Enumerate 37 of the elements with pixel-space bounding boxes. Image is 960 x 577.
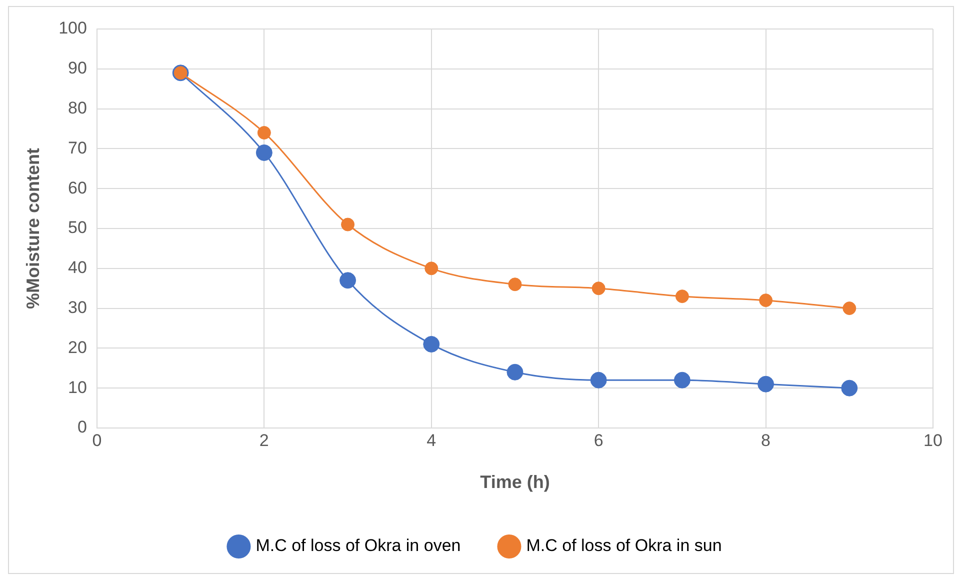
- y-tick-label: 40: [68, 258, 87, 278]
- point: [841, 380, 858, 396]
- y-tick-label: 80: [68, 98, 87, 118]
- point: [592, 282, 606, 296]
- y-tick-label: 60: [68, 178, 87, 198]
- point: [340, 272, 356, 289]
- y-axis-title: %Moisture content: [22, 148, 43, 310]
- point: [423, 336, 440, 352]
- point: [341, 218, 355, 232]
- legend-label: M.C of loss of Okra in oven: [256, 536, 461, 556]
- point: [842, 302, 856, 316]
- x-tick-label: 6: [594, 430, 604, 450]
- y-tick-label: 70: [68, 138, 87, 158]
- x-tick-label: 2: [259, 430, 269, 450]
- point: [675, 290, 689, 304]
- x-tick-label: 10: [924, 430, 942, 450]
- point: [424, 262, 438, 276]
- point: [506, 364, 524, 380]
- point: [256, 144, 272, 161]
- y-tick-label: 0: [77, 418, 87, 437]
- legend-label: M.C of loss of Okra in sun: [526, 536, 722, 556]
- y-tick-label: 90: [68, 58, 87, 78]
- y-tick-label: 100: [58, 18, 87, 38]
- point: [257, 126, 271, 140]
- x-tick-label: 0: [92, 430, 102, 450]
- point: [674, 372, 690, 388]
- point: [758, 376, 774, 392]
- y-tick-label: 20: [68, 338, 87, 357]
- x-tick-label: 4: [426, 430, 436, 450]
- x-axis-title: Time (h): [480, 472, 550, 492]
- y-tick-label: 10: [68, 378, 87, 397]
- y-tick-label: 30: [68, 298, 87, 317]
- x-tick-label: 8: [761, 430, 771, 450]
- point: [508, 278, 522, 292]
- point: [759, 294, 773, 308]
- point: [590, 372, 607, 388]
- y-tick-label: 50: [68, 218, 87, 238]
